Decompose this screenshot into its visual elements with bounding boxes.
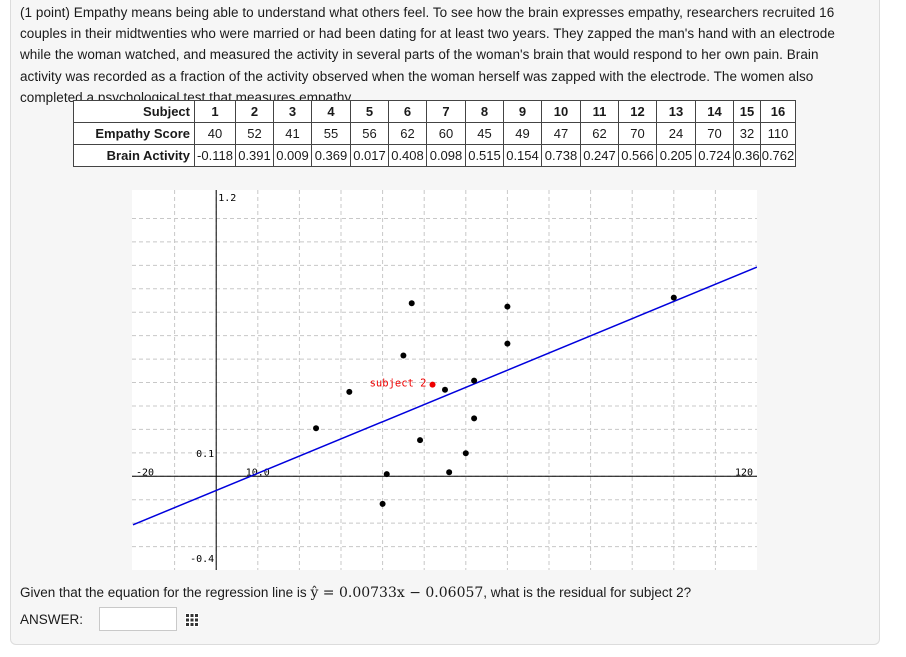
data-point — [471, 377, 478, 384]
data-point — [383, 471, 390, 478]
brain-cell: 0.391 — [235, 144, 274, 167]
problem-line: couples in their midtwenties who were ma… — [20, 26, 835, 42]
brain-cell: 0.154 — [503, 144, 542, 167]
table-row: Subject 1 2 3 4 5 6 7 8 9 10 11 12 13 14 15 16 — [73, 100, 796, 123]
subject-cell: 3 — [273, 100, 312, 123]
empathy-cell: 32 — [733, 122, 761, 145]
brain-cell: 0.738 — [541, 144, 581, 167]
brain-cell: 0.009 — [273, 144, 312, 167]
brain-cell: 0.369 — [311, 144, 351, 167]
data-point — [313, 425, 320, 432]
brain-cell: 0.098 — [426, 144, 466, 167]
highlight-label: subject 2 — [370, 378, 427, 390]
problem-line: while the woman watched, and measured th… — [20, 47, 819, 63]
data-point — [346, 388, 353, 395]
empathy-cell: 45 — [465, 122, 504, 145]
subject-cell: 2 — [235, 100, 274, 123]
brain-cell: 0.566 — [618, 144, 657, 167]
empathy-cell: 62 — [580, 122, 619, 145]
brain-cell: 0.36 — [733, 144, 761, 167]
subject-cell: 1 — [194, 100, 236, 123]
data-point — [462, 450, 469, 457]
question: Given that the equation for the regressi… — [20, 585, 691, 601]
brain-cell: 0.724 — [695, 144, 734, 167]
empathy-cell: 55 — [311, 122, 351, 145]
problem-statement: (1 point) Empathy means being able to un… — [20, 2, 880, 108]
empathy-cell: 47 — [541, 122, 581, 145]
data-point — [471, 415, 478, 422]
empathy-cell: 110 — [760, 122, 796, 145]
subject-cell: 13 — [656, 100, 696, 123]
regression-equation: ŷ = 0.00733x − 0.06057 — [310, 585, 484, 601]
y-tick-label: 1.2 — [218, 193, 236, 204]
brain-cell: 0.205 — [656, 144, 696, 167]
y-tick-label: -0.4 — [190, 554, 214, 565]
subject-cell: 8 — [465, 100, 504, 123]
x-tick-label: 120 — [735, 467, 753, 478]
subject-cell: 15 — [733, 100, 761, 123]
subject-cell: 6 — [388, 100, 427, 123]
empathy-cell: 40 — [194, 122, 236, 145]
brain-cell: 0.762 — [760, 144, 796, 167]
data-point — [408, 300, 415, 307]
data-point — [504, 340, 511, 347]
subject-cell: 5 — [350, 100, 389, 123]
data-point — [504, 303, 511, 310]
data-point — [442, 386, 448, 393]
empathy-cell: 70 — [618, 122, 657, 145]
empathy-cell: 60 — [426, 122, 466, 145]
subject-cell: 10 — [541, 100, 581, 123]
answer-label: ANSWER: — [20, 612, 84, 627]
data-point — [400, 352, 407, 359]
brain-cell: 0.247 — [580, 144, 619, 167]
brain-cell: 0.017 — [350, 144, 389, 167]
table-row: Brain Activity -0.118 0.391 0.009 0.369 0.017… — [73, 144, 796, 167]
empathy-cell: 56 — [350, 122, 389, 145]
y-tick-label: 0.1 — [196, 449, 214, 460]
brain-cell: 0.515 — [465, 144, 504, 167]
data-point — [670, 294, 677, 301]
subject-cell: 11 — [580, 100, 619, 123]
empathy-cell: 62 — [388, 122, 427, 145]
question-prefix: Given that the equation for the regressi… — [20, 585, 307, 600]
empathy-cell: 52 — [235, 122, 274, 145]
highlight-point — [429, 381, 436, 388]
subject-cell: 14 — [695, 100, 734, 123]
x-tick-label: -20 — [136, 467, 154, 478]
problem-line: (1 point) Empathy means being able to un… — [20, 5, 835, 20]
row-header: Empathy Score — [73, 122, 195, 145]
empathy-cell: 49 — [503, 122, 542, 145]
subject-cell: 7 — [426, 100, 466, 123]
data-table: Subject 1 2 3 4 5 6 7 8 9 10 11 12 13 14 15 16 Empathy Sc… — [73, 100, 796, 167]
answer-input[interactable] — [99, 607, 177, 631]
subject-cell: 9 — [503, 100, 542, 123]
empathy-cell: 41 — [273, 122, 312, 145]
data-point — [446, 469, 453, 476]
subject-cell: 12 — [618, 100, 657, 123]
regression-line — [132, 266, 757, 526]
row-header: Subject — [73, 100, 195, 123]
subject-cell: 16 — [760, 100, 796, 123]
question-suffix: , what is the residual for subject 2? — [483, 585, 692, 600]
row-header: Brain Activity — [73, 144, 195, 167]
empathy-cell: 24 — [656, 122, 696, 145]
subject-cell: 4 — [311, 100, 351, 123]
empathy-cell: 70 — [695, 122, 734, 145]
problem-line: activity was recorded as a fraction of t… — [20, 68, 814, 84]
brain-cell: -0.118 — [194, 144, 236, 167]
data-point — [417, 437, 424, 444]
table-row: Empathy Score 40 52 41 55 56 62 60 45 49 47 62 70 24 7… — [73, 122, 796, 145]
grid-icon[interactable] — [184, 612, 200, 628]
data-point — [379, 500, 386, 507]
brain-cell: 0.408 — [388, 144, 427, 167]
